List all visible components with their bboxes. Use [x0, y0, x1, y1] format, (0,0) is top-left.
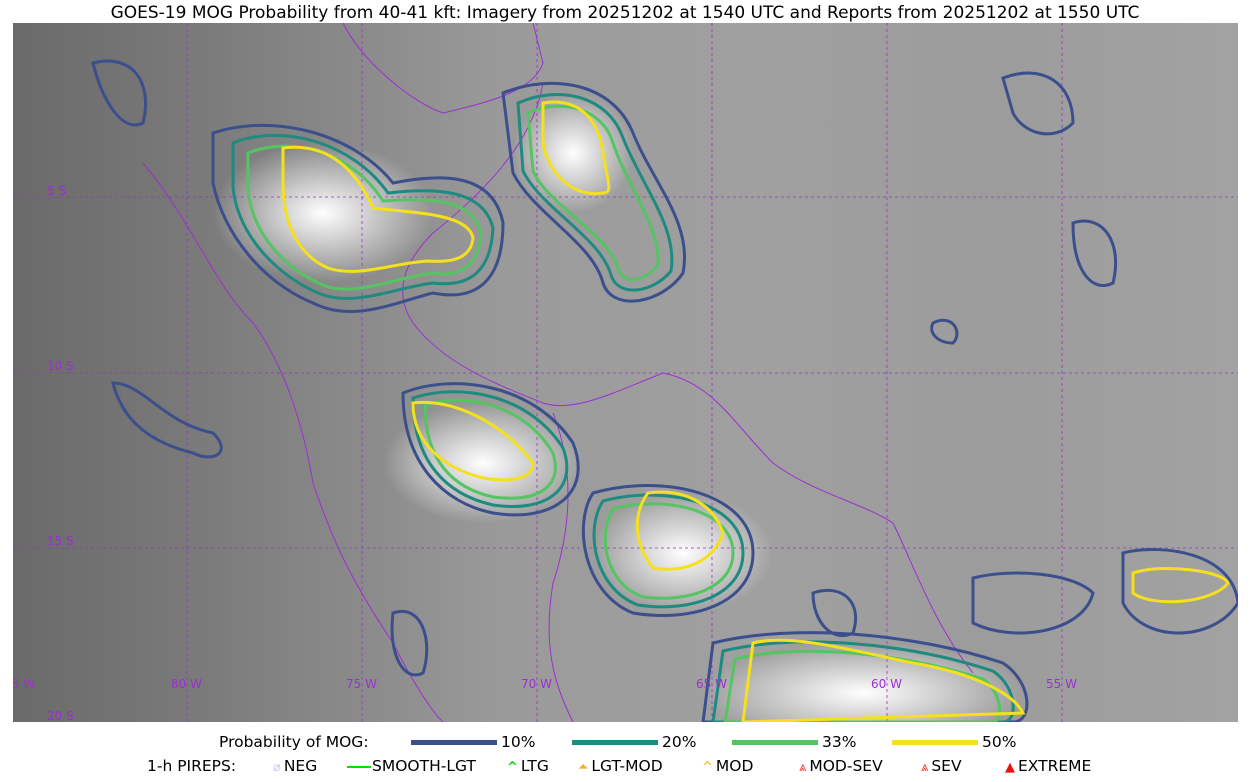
neg-circle-icon: ⌀: [273, 760, 281, 775]
lon-label-80w: 80 W: [171, 677, 202, 691]
probability-legend: Probability of MOG: 10% 20% 33% 50%: [0, 733, 1250, 753]
swatch-10pct: [411, 740, 497, 745]
swatch-20pct: [572, 740, 658, 745]
caret-icon: ^: [507, 760, 518, 775]
mog-contours: [91, 59, 1238, 722]
legend-item-33pct: 33%: [732, 733, 856, 751]
legend-item-ltg: ^ LTG: [507, 757, 549, 775]
legend-item-extreme: ▲ EXTREME: [1005, 757, 1091, 775]
legend-item-sev: ⩓ SEV: [921, 757, 962, 775]
filled-triangle-icon: ▲: [1005, 760, 1015, 775]
legend-item-10pct: 10%: [411, 733, 535, 751]
caret-bar-icon: ⏶: [578, 760, 589, 775]
lat-label-5s: 5 S: [47, 184, 67, 198]
legend-label: 50%: [982, 733, 1017, 751]
legend-item-lgt-mod: ⏶ LGT-MOD: [578, 757, 663, 775]
lon-label-60w: 60 W: [871, 677, 902, 691]
contour-20pct: [231, 93, 1015, 722]
satellite-map: 85 W 80 W 75 W 70 W 65 W 60 W 55 W 5 S 1…: [13, 23, 1238, 722]
legend-label: LTG: [520, 757, 549, 775]
contour-33pct: [246, 104, 1002, 722]
pireps-legend-title: 1-h PIREPS:: [147, 757, 237, 775]
contour-10pct: [91, 59, 1238, 722]
lat-label-10s: 10 S: [47, 359, 74, 373]
lat-label-15s: 15 S: [47, 534, 74, 548]
lon-label-65w: 65 W: [696, 677, 727, 691]
legend-label: 20%: [662, 733, 697, 751]
lon-label-70w: 70 W: [521, 677, 552, 691]
legend-label: 10%: [501, 733, 536, 751]
cloud-brightness: [213, 93, 1023, 722]
legend-label: SMOOTH-LGT: [372, 757, 476, 775]
legend-label: EXTREME: [1018, 757, 1092, 775]
legend-item-mod: ^ MOD: [702, 757, 753, 775]
figure-title: GOES-19 MOG Probability from 40-41 kft: …: [110, 3, 1140, 23]
legend-item-neg: ⌀ NEG: [273, 757, 317, 775]
double-caret-icon: ⩓: [921, 760, 929, 775]
legend-label: MOD-SEV: [809, 757, 883, 775]
legend-label: NEG: [283, 757, 318, 775]
caret-icon: ^: [702, 760, 713, 775]
legend-item-mod-sev: ⩓ MOD-SEV: [799, 757, 883, 775]
swatch-33pct: [732, 740, 818, 745]
legend-item-50pct: 50%: [892, 733, 1016, 751]
legend-label: MOD: [715, 757, 754, 775]
legend-label: LGT-MOD: [591, 757, 663, 775]
lat-label-20s: 20 S: [47, 709, 74, 722]
lon-label-85w: 85 W: [13, 677, 35, 691]
contour-50pct: [281, 100, 1230, 722]
legend-item-smooth-lgt: SMOOTH-LGT: [347, 757, 476, 775]
legend-item-20pct: 20%: [572, 733, 696, 751]
swatch-50pct: [892, 740, 978, 745]
pireps-legend: 1-h PIREPS: ⌀ NEG SMOOTH-LGT ^ LTG ⏶ LGT-MO…: [0, 757, 1250, 777]
line-icon: [347, 765, 371, 768]
double-caret-bar-icon: ⩓: [799, 760, 807, 775]
lon-label-55w: 55 W: [1046, 677, 1077, 691]
lon-label-75w: 75 W: [346, 677, 377, 691]
legend-label: 33%: [822, 733, 857, 751]
legend-label: SEV: [931, 757, 962, 775]
map-overlay: [13, 23, 1238, 722]
probability-legend-title: Probability of MOG:: [219, 733, 369, 751]
